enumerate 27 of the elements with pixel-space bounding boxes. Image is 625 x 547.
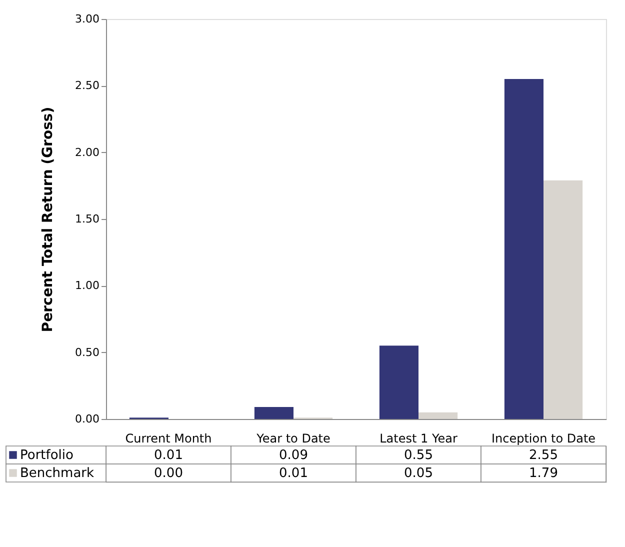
y-tick-label: 0.50: [75, 346, 100, 359]
data-label: 0.00: [154, 466, 183, 481]
x-tick-label: Current Month: [125, 432, 212, 446]
legend-label: Benchmark: [20, 466, 95, 481]
legend-label: Portfolio: [20, 448, 74, 463]
data-label: 0.55: [404, 448, 433, 463]
x-tick-label: Inception to Date: [491, 432, 596, 446]
bar: [254, 407, 294, 419]
y-tick-label: 0.00: [75, 412, 100, 426]
bar: [504, 79, 544, 419]
y-axis-title: Percent Total Return (Gross): [40, 106, 56, 332]
data-label: 2.55: [529, 448, 558, 463]
data-label: 0.09: [279, 448, 308, 463]
data-label: 1.79: [529, 466, 558, 481]
y-tick-label: 2.00: [75, 146, 100, 159]
x-tick-label: Latest 1 Year: [380, 432, 458, 446]
x-tick-label: Year to Date: [256, 432, 330, 446]
y-tick-label: 1.50: [75, 212, 100, 226]
bar: [379, 346, 418, 419]
data-label: 0.01: [279, 466, 308, 481]
y-tick-label: 1.00: [75, 279, 100, 292]
data-label: 0.05: [404, 466, 433, 481]
y-tick-label: 3.00: [75, 12, 100, 26]
bar: [418, 412, 458, 419]
y-tick-label: 2.50: [75, 79, 100, 92]
data-label: 0.01: [154, 448, 183, 463]
bar: [544, 180, 583, 419]
